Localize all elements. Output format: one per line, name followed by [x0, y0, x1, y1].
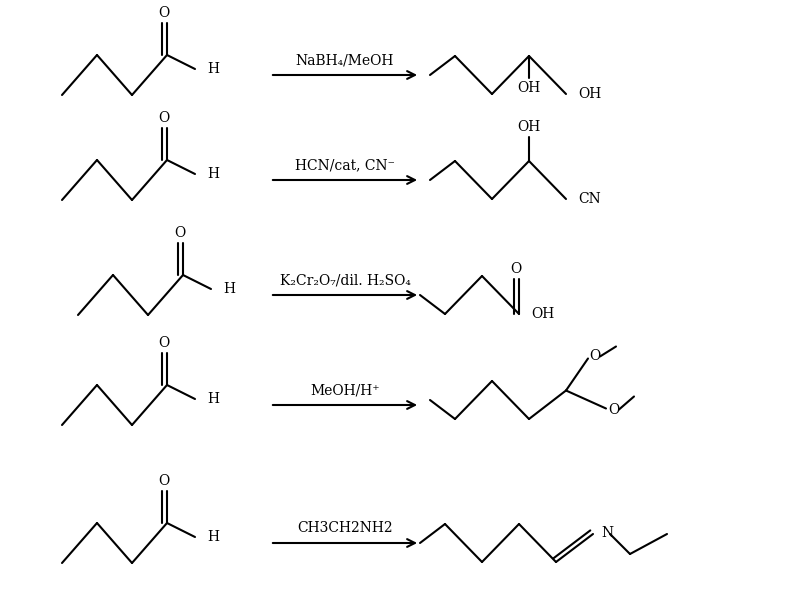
Text: HCN/cat, CN⁻: HCN/cat, CN⁻: [295, 158, 395, 172]
Text: CN: CN: [578, 192, 601, 206]
Text: O: O: [158, 6, 170, 20]
Text: CH3CH2NH2: CH3CH2NH2: [297, 521, 393, 535]
Text: O: O: [608, 404, 619, 417]
Text: H: H: [207, 62, 219, 76]
Text: OH: OH: [531, 307, 554, 321]
Text: O: O: [174, 226, 186, 240]
Text: H: H: [207, 392, 219, 406]
Text: O: O: [510, 262, 522, 276]
Text: OH: OH: [518, 120, 541, 134]
Text: O: O: [158, 474, 170, 488]
Text: H: H: [207, 167, 219, 181]
Text: N: N: [601, 526, 613, 540]
Text: K₂Cr₂O₇/dil. H₂SO₄: K₂Cr₂O₇/dil. H₂SO₄: [279, 273, 410, 287]
Text: OH: OH: [518, 81, 541, 95]
Text: H: H: [223, 282, 235, 296]
Text: O: O: [158, 336, 170, 350]
Text: O: O: [589, 350, 600, 364]
Text: H: H: [207, 530, 219, 544]
Text: OH: OH: [578, 87, 602, 101]
Text: MeOH/H⁺: MeOH/H⁺: [310, 383, 380, 397]
Text: O: O: [158, 111, 170, 125]
Text: NaBH₄/MeOH: NaBH₄/MeOH: [296, 53, 394, 67]
